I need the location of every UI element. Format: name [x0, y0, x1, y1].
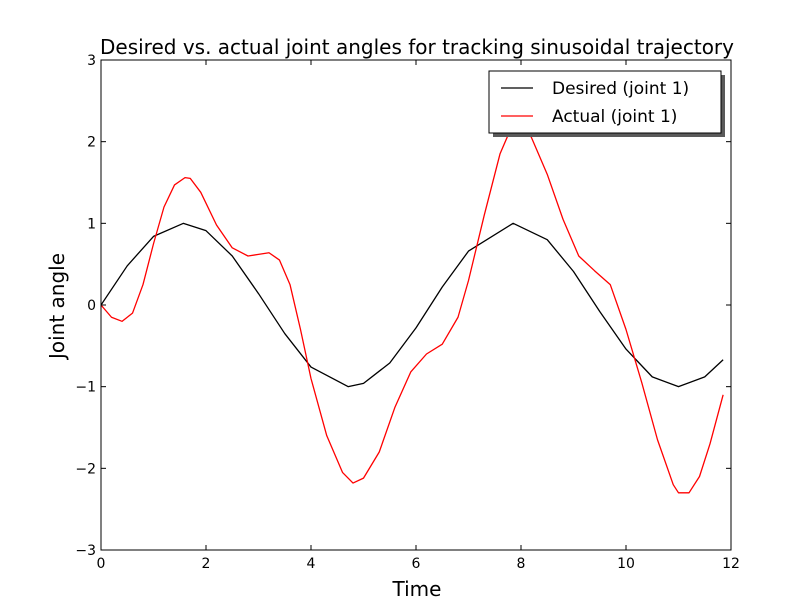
y-axis-label: Joint angle: [45, 253, 69, 361]
y-tick-label: 1: [87, 216, 96, 232]
x-tick-label: 12: [722, 556, 740, 572]
x-axis-label: Time: [392, 577, 442, 601]
y-tick-label: 0: [87, 298, 96, 314]
x-tick-label: 0: [97, 556, 106, 572]
x-tick-label: 10: [617, 556, 635, 572]
x-tick-label: 4: [307, 556, 316, 572]
legend-label-1: Desired (joint 1): [552, 79, 689, 99]
legend-label-2: Actual (joint 1): [552, 107, 677, 127]
x-tick-label: 6: [412, 556, 421, 572]
y-tick-label: 2: [87, 135, 96, 151]
legend-box: [488, 70, 722, 134]
x-tick-label: 8: [517, 556, 526, 572]
y-tick-label: −1: [75, 380, 96, 396]
y-tick-label: −3: [75, 543, 96, 559]
legend: Desired (joint 1) Actual (joint 1): [488, 70, 725, 137]
y-tick-label: 3: [87, 53, 96, 69]
series-line-2: [101, 120, 724, 494]
y-tick-label: −2: [75, 461, 96, 477]
series-line-1: [101, 222, 724, 388]
chart-title: Desired vs. actual joint angles for trac…: [100, 35, 734, 59]
x-tick-label: 2: [202, 556, 211, 572]
